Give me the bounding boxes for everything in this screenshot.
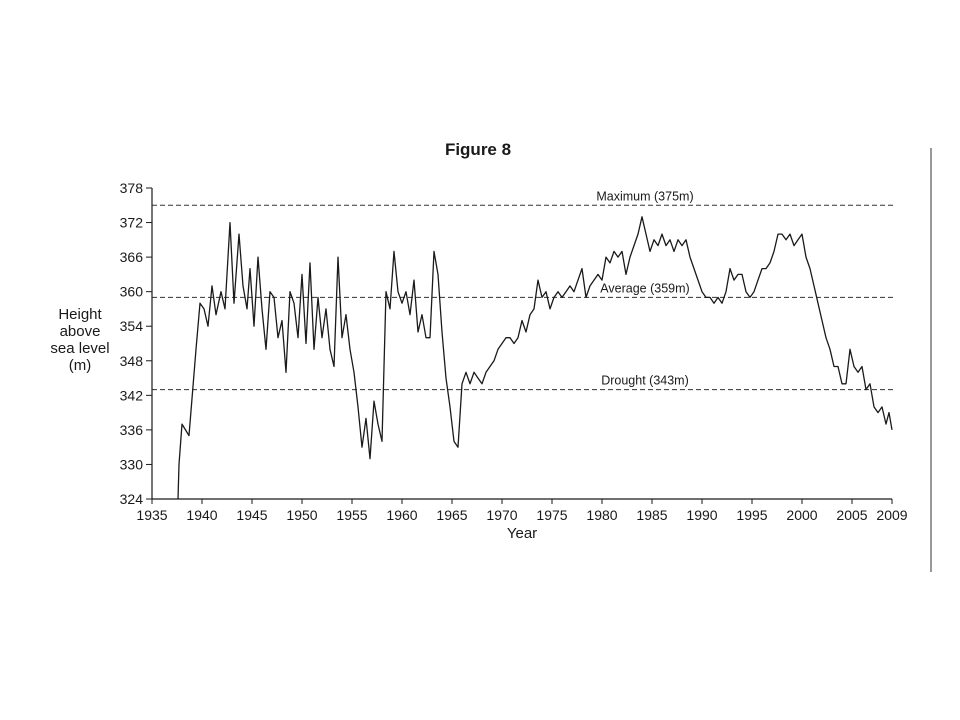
- x-tick-label: 1960: [386, 507, 417, 523]
- y-tick-label: 366: [120, 249, 144, 265]
- y-axis-title-line: sea level: [50, 340, 109, 357]
- axes: [151, 188, 892, 500]
- x-tick-label: 1940: [186, 507, 217, 523]
- x-tick-label: 2005: [836, 507, 867, 523]
- y-tick-label: 360: [120, 284, 144, 300]
- y-tick-label: 378: [120, 180, 144, 196]
- x-tick-label: 1955: [336, 507, 367, 523]
- y-tick-label: 336: [120, 422, 144, 438]
- x-tick-label: 1950: [286, 507, 317, 523]
- x-tick-label: 2000: [786, 507, 817, 523]
- x-tick-label: 1995: [736, 507, 767, 523]
- y-ticks: 324 330 336 342 348 354 360 366 372 378: [120, 180, 152, 507]
- series-line: [177, 216, 893, 500]
- y-tick-label: 348: [120, 353, 144, 369]
- x-tick-label: 1990: [686, 507, 717, 523]
- x-ticks: 1935 1940 1945 1950 1955 1960 1965 1970 1975 1980…: [136, 499, 908, 523]
- x-tick-label: 1945: [236, 507, 267, 523]
- x-tick-label: 1975: [536, 507, 567, 523]
- y-tick-label: 354: [120, 318, 144, 334]
- y-axis-title: Height above sea level (m): [50, 306, 109, 374]
- y-axis-title-line: (m): [69, 357, 92, 374]
- y-tick-label: 324: [120, 491, 144, 507]
- series-group: [177, 216, 893, 500]
- reference-line-label: Drought (343m): [601, 374, 689, 388]
- reference-lines: Maximum (375m) Average (359m) Drought (343…: [152, 189, 896, 391]
- y-axis-title-line: Height: [58, 306, 102, 323]
- chart-title: Figure 8: [445, 140, 511, 159]
- reference-line-label: Maximum (375m): [596, 189, 693, 203]
- y-tick-label: 342: [120, 387, 144, 403]
- x-tick-label: 1980: [586, 507, 617, 523]
- x-tick-label: 1935: [136, 507, 167, 523]
- x-axis-title: Year: [507, 525, 537, 542]
- y-axis-title-line: above: [60, 323, 101, 340]
- x-tick-label: 1965: [436, 507, 467, 523]
- reference-line-label: Average (359m): [600, 281, 689, 295]
- y-tick-label: 372: [120, 215, 144, 231]
- y-tick-label: 330: [120, 456, 144, 472]
- x-tick-label: 2009: [876, 507, 907, 523]
- x-tick-label: 1985: [636, 507, 667, 523]
- x-tick-label: 1970: [486, 507, 517, 523]
